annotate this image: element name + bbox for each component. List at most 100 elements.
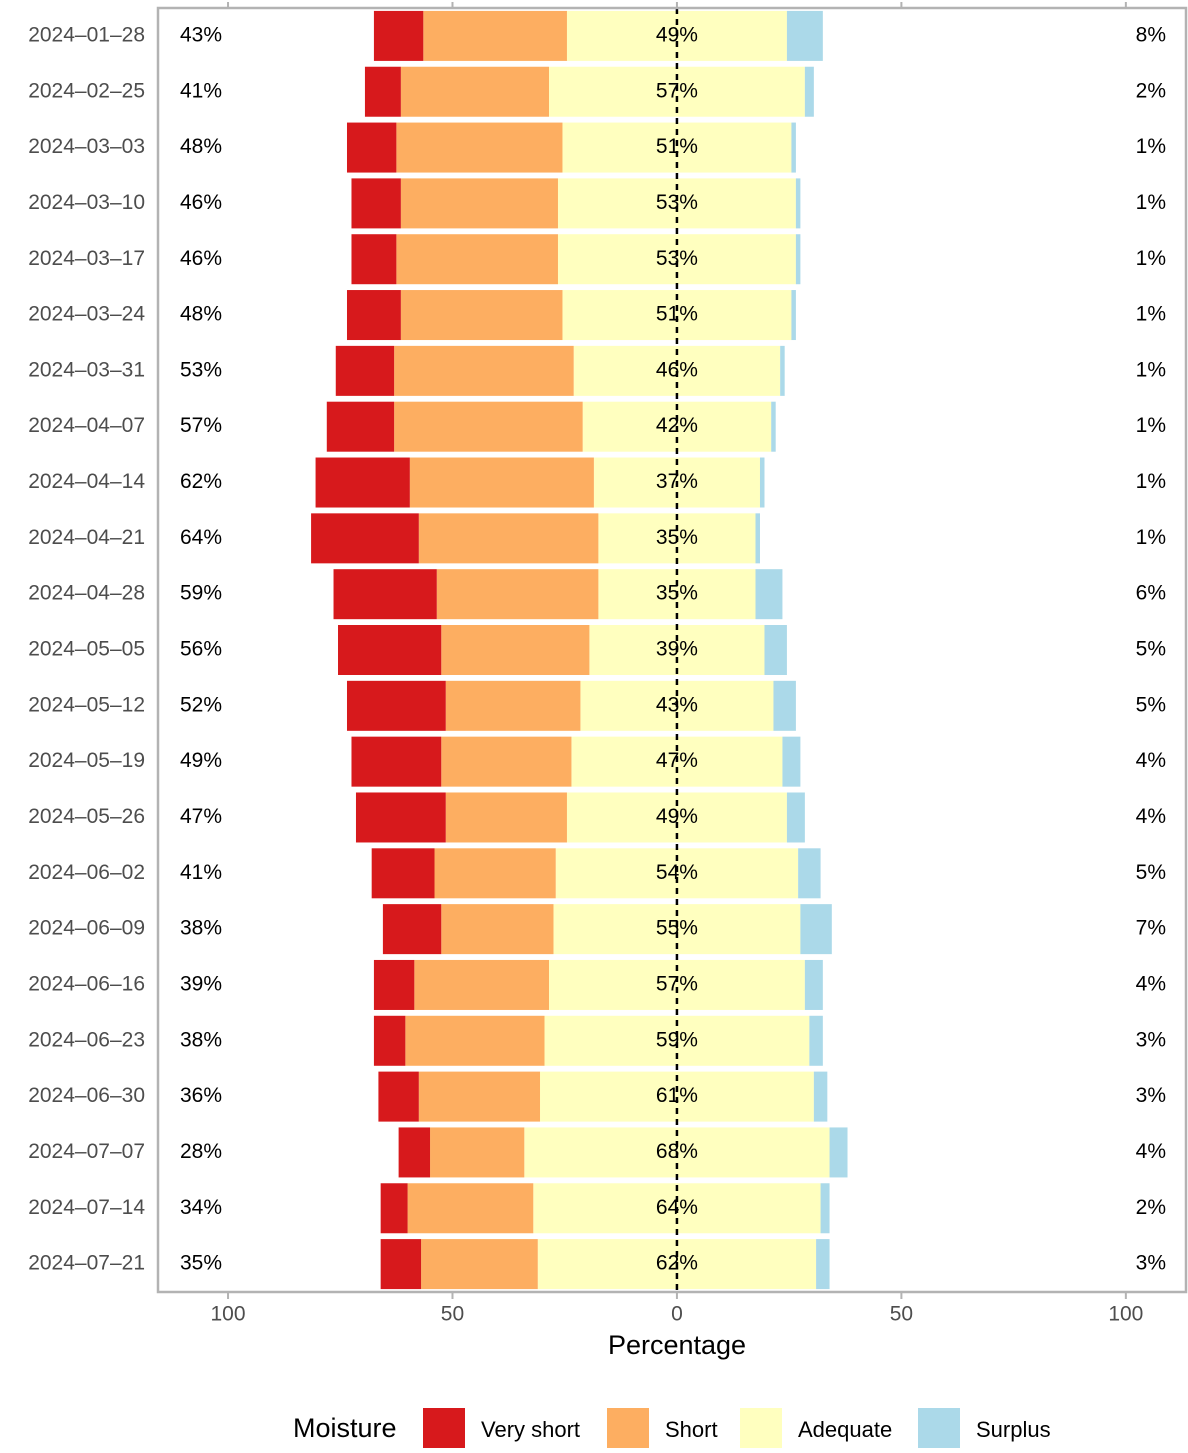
legend-swatch (918, 1408, 960, 1450)
x-tick-label: 50 (441, 1303, 464, 1326)
bar-segment (441, 904, 554, 955)
bar-segment (346, 680, 446, 731)
bar-segment (326, 401, 395, 452)
center-label: 42% (656, 414, 698, 437)
bar-segment (418, 1071, 541, 1122)
legend-label: Adequate (798, 1417, 892, 1442)
bar-segment (780, 345, 785, 396)
right-label: 2% (1136, 1196, 1166, 1219)
legend-swatch (607, 1408, 649, 1450)
bar-segment (418, 513, 599, 564)
center-label: 57% (656, 973, 698, 996)
right-label: 8% (1136, 23, 1166, 46)
bar-segment (378, 1071, 419, 1122)
y-tick-label: 2024–02–25 (28, 79, 145, 102)
bar-segment (759, 457, 765, 508)
y-tick-label: 2024–04–21 (28, 526, 145, 549)
bar-segment (782, 736, 801, 787)
bar-segment (346, 122, 397, 173)
bar-segment (355, 792, 446, 843)
bar-segment (364, 66, 401, 117)
bar-segment (434, 848, 556, 899)
bar-segment (394, 401, 583, 452)
bar-segment (409, 457, 594, 508)
y-tick-label: 2024–03–17 (28, 247, 145, 270)
bar-segment (380, 1183, 408, 1234)
center-label: 51% (656, 303, 698, 326)
bar-segment (786, 792, 805, 843)
y-tick-label: 2024–06–23 (28, 1028, 145, 1051)
left-label: 38% (180, 1028, 222, 1051)
y-tick-label: 2024–06–09 (28, 917, 145, 940)
bar-segment (333, 569, 437, 620)
legend-swatch (740, 1408, 782, 1450)
x-tick-label: 0 (671, 1303, 683, 1326)
bar-segment (338, 625, 442, 675)
right-label: 2% (1136, 79, 1166, 102)
bar-segment (394, 345, 574, 396)
bar-segment (405, 1015, 545, 1066)
bar-segment (786, 10, 823, 61)
left-label: 38% (180, 917, 222, 940)
right-label: 3% (1136, 1028, 1166, 1051)
bar-segment (351, 736, 442, 787)
right-label: 1% (1136, 247, 1166, 270)
right-label: 6% (1136, 582, 1166, 605)
center-label: 68% (656, 1140, 698, 1163)
y-tick-label: 2024–07–21 (28, 1252, 145, 1275)
bar-segment (373, 10, 424, 61)
bar-segment (764, 625, 787, 675)
bar-segment (820, 1183, 830, 1234)
right-label: 5% (1136, 861, 1166, 884)
bar-segment (400, 290, 563, 341)
right-label: 1% (1136, 358, 1166, 381)
y-tick-label: 2024–05–05 (28, 638, 145, 661)
left-label: 48% (180, 303, 222, 326)
center-label: 46% (656, 358, 698, 381)
bar-segment (829, 1127, 848, 1178)
bar-segment (441, 625, 590, 675)
right-label: 4% (1136, 1140, 1166, 1163)
left-label: 46% (180, 191, 222, 214)
center-label: 59% (656, 1028, 698, 1051)
x-tick-label: 100 (211, 1303, 246, 1326)
right-label: 1% (1136, 135, 1166, 158)
center-label: 61% (656, 1084, 698, 1107)
bar-segment (436, 569, 599, 620)
x-axis-title: Percentage (608, 1330, 746, 1360)
right-label: 4% (1136, 805, 1166, 828)
bar-segment (382, 904, 442, 955)
right-label: 7% (1136, 917, 1166, 940)
bar-segment (430, 1127, 525, 1178)
y-tick-label: 2024–04–07 (28, 414, 145, 437)
bar-segment (804, 959, 823, 1010)
bar-segment (351, 234, 397, 285)
center-label: 54% (656, 861, 698, 884)
y-tick-label: 2024–05–19 (28, 749, 145, 772)
bar-segment (755, 569, 783, 620)
center-label: 55% (656, 917, 698, 940)
bar-segment (400, 66, 549, 117)
right-label: 4% (1136, 749, 1166, 772)
bar-segment (407, 1183, 534, 1234)
left-label: 39% (180, 973, 222, 996)
bar-segment (400, 178, 558, 229)
bar-segment (755, 513, 760, 564)
bar-segment (791, 290, 796, 341)
right-label: 1% (1136, 526, 1166, 549)
bar-segment (445, 792, 567, 843)
center-label: 51% (656, 135, 698, 158)
bar-segment (798, 848, 821, 899)
bar-segment (445, 680, 581, 731)
bar-segment (371, 848, 435, 899)
y-tick-label: 2024–07–14 (28, 1196, 145, 1219)
right-label: 1% (1136, 470, 1166, 493)
left-label: 49% (180, 749, 222, 772)
left-label: 46% (180, 247, 222, 270)
left-label: 52% (180, 693, 222, 716)
bar-segment (373, 1015, 406, 1066)
legend-label: Short (665, 1417, 718, 1442)
right-label: 1% (1136, 303, 1166, 326)
panel-border (156, 6, 1188, 1294)
bar-segment (346, 290, 401, 341)
